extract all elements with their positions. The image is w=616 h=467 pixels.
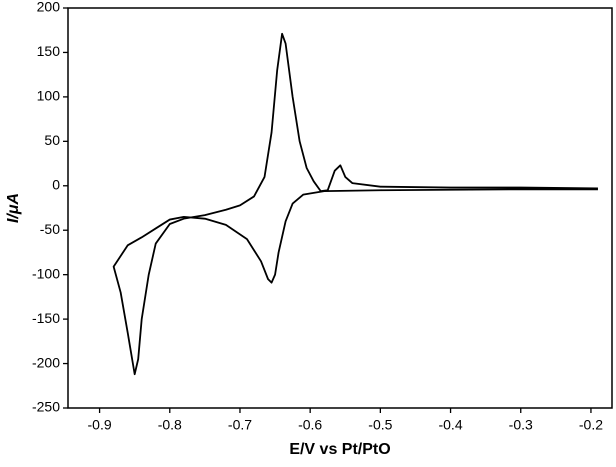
y-tick-label: 0: [52, 176, 60, 192]
plot-frame: [67, 7, 613, 409]
x-tick-label: -0.5: [368, 417, 392, 433]
y-axis-label: I/μA: [5, 193, 22, 223]
x-tick-label: -0.6: [298, 417, 322, 433]
y-tick-label: 50: [44, 132, 60, 148]
x-axis-label: E/V vs Pt/PtO: [289, 441, 390, 458]
x-tick-label: -0.4: [438, 417, 462, 433]
x-tick-label: -0.8: [158, 417, 182, 433]
x-tick-label: -0.7: [228, 417, 252, 433]
y-tick-label: 150: [37, 43, 61, 59]
y-tick-label: -200: [32, 354, 60, 370]
y-tick-label: -100: [32, 265, 60, 281]
y-tick-label: -250: [32, 399, 60, 415]
x-tick-label: -0.2: [579, 417, 603, 433]
data-line: [112, 32, 598, 376]
x-tick-label: -0.9: [88, 417, 112, 433]
y-tick-label: -50: [40, 221, 60, 237]
x-tick-label: -0.3: [509, 417, 533, 433]
y-tick-label: -150: [32, 310, 60, 326]
y-tick-label: 200: [37, 0, 61, 15]
y-tick-label: 100: [37, 88, 61, 104]
